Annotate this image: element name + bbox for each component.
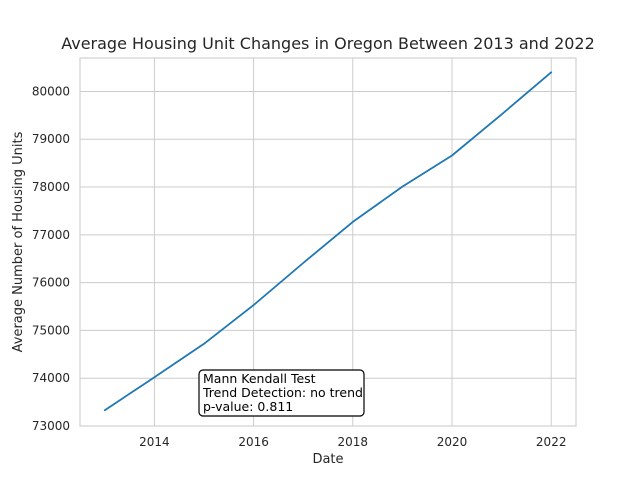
- y-axis-label: Average Number of Housing Units: [11, 131, 26, 352]
- y-tick-label: 75000: [32, 323, 70, 337]
- y-tick-label: 79000: [32, 132, 70, 146]
- y-tick-label: 73000: [32, 419, 70, 433]
- annotation-line-3: p-value: 0.811: [203, 399, 293, 414]
- x-tick-label: 2016: [238, 435, 269, 449]
- tick-labels: 2014 2016 2018 2020 2022 73000 74000 75000 76000…: [32, 84, 567, 449]
- annotation-line-1: Mann Kendall Test: [203, 371, 316, 386]
- y-tick-label: 78000: [32, 180, 70, 194]
- x-tick-label: 2018: [338, 435, 369, 449]
- y-tick-label: 74000: [32, 371, 70, 385]
- x-axis-label: Date: [312, 452, 343, 467]
- annotation-box: [198, 369, 365, 417]
- y-tick-label: 80000: [32, 84, 70, 98]
- series-line: [103, 71, 553, 412]
- series-layer: [103, 71, 553, 412]
- mann-kendall-annotation: Mann Kendall Test Trend Detection: no tr…: [198, 369, 365, 417]
- y-tick-label: 77000: [32, 228, 70, 242]
- plot-frame: [79, 57, 577, 427]
- annotation-line-2: Trend Detection: no trend: [202, 385, 363, 400]
- x-tick-label: 2022: [536, 435, 567, 449]
- x-tick-label: 2014: [139, 435, 170, 449]
- y-tick-label: 76000: [32, 276, 70, 290]
- chart-title: Average Housing Unit Changes in Oregon B…: [61, 34, 595, 53]
- x-tick-label: 2020: [437, 435, 468, 449]
